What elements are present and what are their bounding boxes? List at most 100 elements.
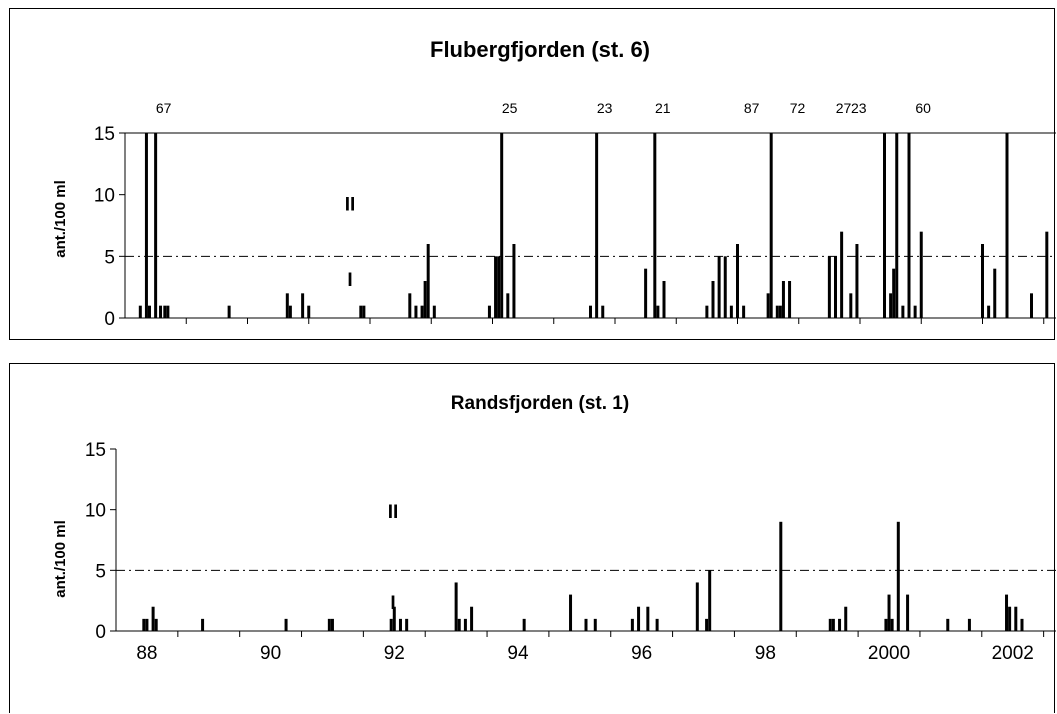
chart-title: Randsfjorden (st. 1) (451, 393, 629, 414)
bar (892, 268, 896, 318)
bar (398, 618, 402, 631)
bar-annotation: 23 (597, 100, 613, 116)
bar (695, 582, 699, 631)
bar (987, 305, 991, 318)
bar (201, 618, 205, 631)
bar (981, 244, 984, 318)
bar (148, 305, 151, 318)
bar (838, 618, 842, 631)
bar (154, 133, 158, 318)
bar (896, 521, 900, 631)
bar (454, 582, 458, 631)
zone-label-i: I (390, 593, 395, 614)
bar (855, 244, 859, 318)
bar (775, 305, 779, 318)
bar (284, 618, 288, 631)
bar (729, 305, 733, 318)
bar (414, 305, 418, 318)
bar (656, 305, 660, 318)
bar (788, 281, 792, 318)
bar (595, 133, 599, 318)
bar (644, 268, 648, 318)
bar (151, 606, 155, 631)
bar (506, 293, 510, 318)
bar-annotation: 23 (851, 100, 867, 116)
bar (423, 281, 427, 318)
x-tick-label: 88 (136, 643, 157, 664)
bar (288, 305, 292, 318)
bar (653, 133, 657, 318)
bar (736, 244, 739, 318)
y-tick-label: 10 (85, 501, 106, 522)
bar (500, 133, 504, 318)
y-tick-label: 5 (104, 247, 115, 268)
x-tick-label: 98 (755, 643, 776, 664)
bar (1045, 231, 1049, 318)
y-tick-label: 15 (94, 124, 115, 145)
bar (144, 133, 148, 318)
y-tick-label: 15 (85, 440, 106, 461)
bar (497, 256, 501, 318)
x-tick-label: 94 (507, 643, 529, 664)
y-tick-label: 0 (95, 622, 106, 643)
bar (742, 305, 746, 318)
x-tick-label: 96 (631, 643, 652, 664)
bar (426, 244, 430, 318)
bar (512, 244, 516, 318)
chart-flubergfjorden: Flubergfjorden (st. 6) ant./100 ml 0 5 10 1… (52, 37, 1056, 330)
bar (919, 231, 923, 318)
zone-label-ii: II (388, 502, 399, 523)
bar (662, 281, 666, 318)
bar (834, 256, 837, 318)
bar (907, 133, 911, 318)
bar (717, 256, 721, 318)
bar (330, 618, 334, 631)
bar (779, 521, 783, 631)
bar (432, 305, 436, 318)
chart-randsfjorden: Randsfjorden (st. 1) ant./100 ml 0 5 10 15 8… (52, 393, 1056, 664)
bar (593, 618, 597, 631)
bar (307, 305, 311, 318)
bar-annotation: 67 (156, 100, 172, 116)
bar (1030, 293, 1033, 318)
bar (946, 618, 950, 631)
bar (405, 618, 409, 631)
bar (849, 293, 853, 318)
chart-panel-randsfjorden: Randsfjorden (st. 1) ant./100 ml 0 5 10 15 8… (9, 363, 1056, 713)
bar (601, 305, 605, 318)
bar (420, 305, 424, 318)
bar-annotation: 87 (744, 100, 760, 116)
bar (887, 594, 891, 631)
bar (828, 618, 832, 631)
bar-annotation: 72 (790, 100, 806, 116)
bar (145, 618, 149, 631)
y-tick-label: 5 (95, 561, 106, 582)
bar (487, 305, 491, 318)
bar (522, 618, 526, 631)
bar (884, 618, 888, 631)
y-tick-label: 10 (94, 186, 115, 207)
bar (1020, 618, 1024, 631)
bar (723, 256, 727, 318)
bar-annotation: 21 (655, 100, 671, 116)
x-tick-label: 2002 (992, 643, 1034, 664)
bar (889, 293, 893, 318)
bar-annotation: 60 (915, 100, 931, 116)
bar (895, 133, 899, 318)
bar (569, 594, 573, 631)
bar (142, 618, 146, 631)
bar (831, 618, 835, 631)
zone-label-ii: II (345, 195, 356, 216)
bar (705, 618, 709, 631)
bar (906, 594, 910, 631)
bar (901, 305, 905, 318)
bar (227, 305, 231, 318)
bar (138, 305, 142, 318)
bar (392, 606, 396, 631)
bar (655, 618, 659, 631)
bar (993, 268, 997, 318)
zone-label-i: I (347, 270, 352, 291)
bar (584, 618, 588, 631)
bar (708, 570, 712, 631)
bar (589, 305, 592, 318)
